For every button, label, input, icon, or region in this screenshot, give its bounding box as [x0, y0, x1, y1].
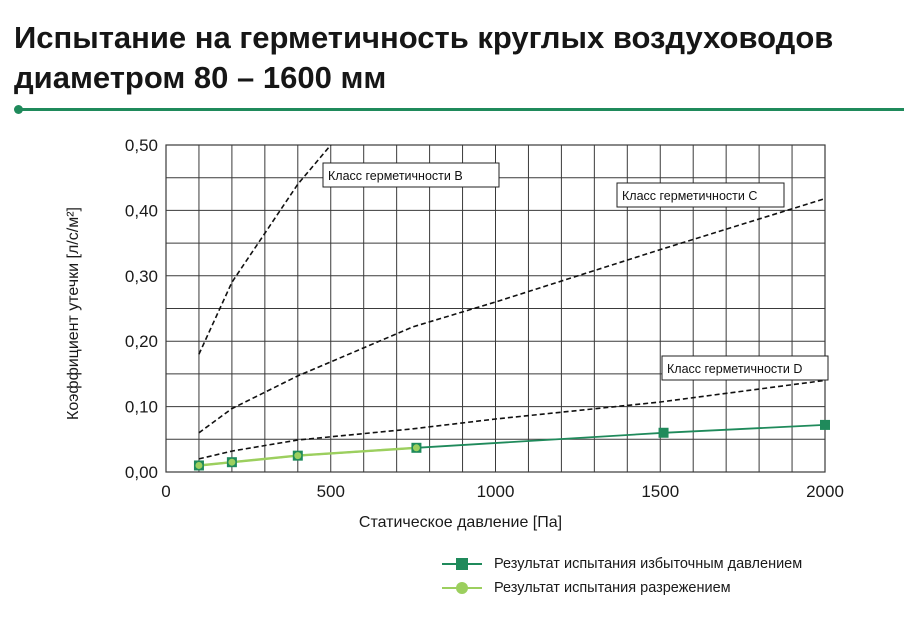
legend-label-vacuum: Результат испытания разрежением — [494, 580, 731, 596]
class-b-line — [198, 145, 332, 355]
class-d-line — [198, 379, 825, 460]
class-c-line — [198, 197, 825, 434]
class-b-label: Класс герметичности B — [328, 169, 463, 183]
vacuum-point — [195, 461, 203, 469]
legend-square-marker-icon — [456, 558, 468, 570]
pressure-point — [820, 419, 830, 430]
class-c-label: Класс герметичности C — [622, 189, 757, 203]
x-tick-label: 1500 — [641, 482, 679, 501]
y-tick-label: 0,50 — [125, 136, 158, 155]
chart-title: Испытание на герметичность круглых возду… — [14, 18, 904, 98]
chart-legend: Результат испытания избыточным давлением… — [442, 552, 912, 600]
pressure-point — [658, 427, 669, 438]
y-axis-label: Коэффициент утечки [л/с/м²] — [65, 207, 82, 420]
x-tick-label: 1000 — [477, 482, 515, 501]
title-divider-dot — [14, 105, 23, 114]
vacuum-point — [294, 452, 302, 460]
y-tick-label: 0,20 — [125, 332, 158, 351]
class-b-label-box — [322, 162, 500, 188]
y-tick-label: 0,30 — [125, 267, 158, 286]
legend-label-pressure: Результат испытания избыточным давлением — [494, 556, 803, 572]
title-divider — [16, 108, 904, 111]
plot-frame — [165, 144, 826, 473]
x-tick-label: 500 — [317, 482, 345, 501]
y-tick-label: 0,10 — [125, 398, 158, 417]
legend-circle-marker-icon — [456, 582, 468, 594]
legend-item-vacuum: Результат испытания разрежением — [442, 576, 912, 600]
vacuum-series-line — [198, 446, 417, 467]
x-axis-label: Статическое давление [Па] — [359, 514, 562, 531]
class-d-label-box — [661, 355, 829, 381]
vacuum-point — [228, 458, 236, 466]
vacuum-point — [412, 444, 420, 452]
class-d-label: Класс герметичности D — [667, 362, 802, 376]
y-tick-label: 0,00 — [125, 463, 158, 482]
class-c-label-box — [616, 182, 785, 208]
x-tick-label: 0 — [161, 482, 170, 501]
legend-item-pressure: Результат испытания избыточным давлением — [442, 552, 912, 576]
y-tick-label: 0,40 — [125, 201, 158, 220]
chart-title-line2: диаметром 80 – 1600 мм — [14, 60, 387, 95]
chart-title-line1: Испытание на герметичность круглых возду… — [14, 20, 834, 55]
x-tick-label: 2000 — [806, 482, 844, 501]
